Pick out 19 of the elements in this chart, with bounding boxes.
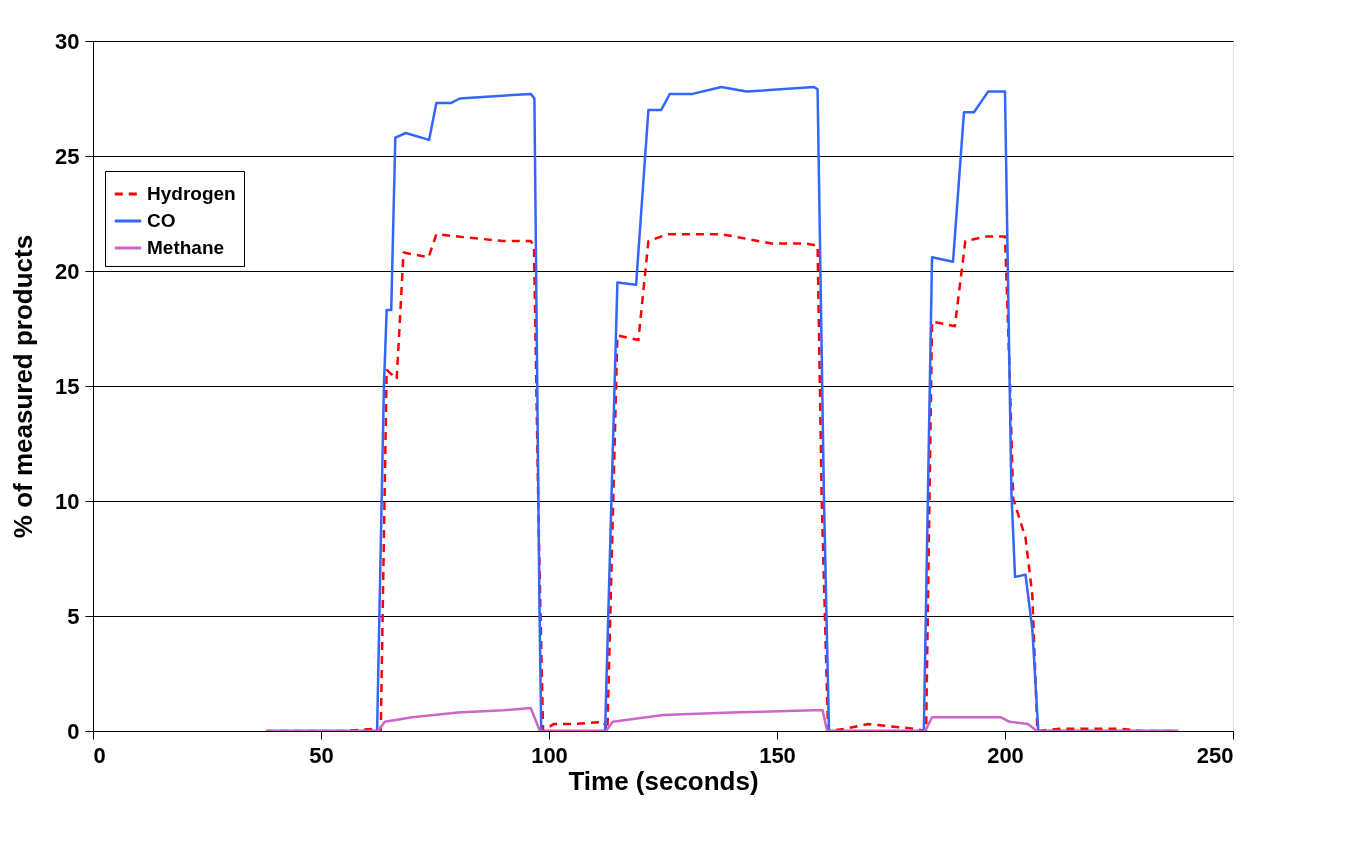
x-tick-label: 200 bbox=[987, 742, 1024, 768]
y-tick-label: 20 bbox=[55, 258, 80, 284]
y-tick-label: 25 bbox=[55, 143, 80, 169]
legend-label: Methane bbox=[147, 237, 225, 258]
x-tick-label: 100 bbox=[531, 742, 568, 768]
y-tick-label: 30 bbox=[55, 28, 80, 54]
legend-label: Hydrogen bbox=[147, 183, 236, 204]
x-tick-label: 250 bbox=[1196, 742, 1234, 768]
legend-label: CO bbox=[147, 210, 176, 231]
y-tick-label: 10 bbox=[55, 488, 80, 514]
y-axis-title: % of measured products bbox=[8, 234, 39, 539]
x-axis-title: Time (seconds) bbox=[568, 765, 759, 796]
x-tick-label: 0 bbox=[93, 742, 106, 768]
y-tick-label: 5 bbox=[67, 603, 80, 629]
line-series bbox=[265, 706, 1180, 731]
x-tick-label: 50 bbox=[309, 742, 334, 768]
x-tick-label: 150 bbox=[759, 742, 796, 768]
y-tick-label: 15 bbox=[55, 373, 80, 399]
y-tick-label: 0 bbox=[67, 718, 80, 744]
